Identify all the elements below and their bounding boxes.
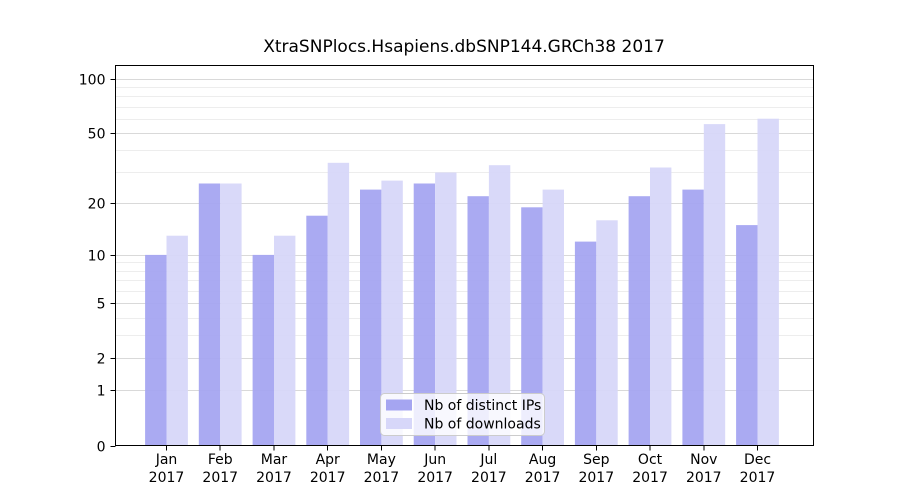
x-tick-label-month: Jan	[155, 452, 178, 468]
bar-downloads-jun	[435, 172, 457, 446]
x-tick-label-year: 2017	[632, 470, 668, 486]
bar-downloads-nov	[703, 124, 726, 446]
bar-downloads-mar	[274, 235, 296, 446]
x-tick-label-month: May	[367, 452, 396, 468]
x-tick-label-year: 2017	[578, 470, 614, 486]
bar-distinct-ips-mar	[252, 254, 274, 446]
x-tick-label-year: 2017	[149, 470, 185, 486]
bar-downloads-jul	[488, 165, 511, 446]
bar-downloads-feb	[220, 183, 242, 446]
chart-title: XtraSNPlocs.Hsapiens.dbSNP144.GRCh38 201…	[263, 37, 665, 57]
bar-distinct-ips-feb	[198, 183, 221, 446]
bar-downloads-apr	[327, 162, 350, 446]
bar-downloads-oct	[650, 167, 672, 446]
bar-distinct-ips-aug	[521, 207, 543, 446]
bar-distinct-ips-apr	[306, 215, 328, 446]
bar-downloads-aug	[542, 189, 564, 446]
y-tick-label: 10	[88, 249, 106, 265]
y-tick-label: 5	[97, 297, 106, 313]
x-tick-label-month: Aug	[529, 452, 556, 468]
y-tick-label: 50	[88, 127, 106, 143]
legend-label-distinct-ips: Nb of distinct IPs	[424, 398, 541, 414]
bar-distinct-ips-sep	[574, 241, 597, 446]
x-tick-label-month: Apr	[316, 452, 340, 468]
x-tick-label-month: Nov	[690, 452, 717, 468]
x-tick-label-month: Jun	[423, 452, 446, 468]
bar-distinct-ips-jun	[413, 183, 436, 446]
y-tick-label: 20	[88, 197, 106, 213]
x-tick-label-year: 2017	[310, 470, 346, 486]
x-tick-label-month: Mar	[261, 452, 288, 468]
x-tick-label-month: Feb	[208, 452, 233, 468]
y-tick-label: 2	[97, 352, 106, 368]
bar-distinct-ips-jul	[467, 196, 489, 446]
x-tick-label-year: 2017	[525, 470, 561, 486]
legend-swatch-distinct-ips	[386, 399, 412, 411]
bar-downloads-sep	[596, 220, 618, 446]
y-tick-label: 0	[97, 440, 106, 456]
x-tick-label-year: 2017	[256, 470, 292, 486]
legend-swatch-downloads	[386, 418, 412, 429]
x-tick-label-year: 2017	[417, 470, 453, 486]
bar-distinct-ips-dec	[736, 225, 758, 446]
x-tick-label-year: 2017	[364, 470, 400, 486]
bar-downloads-dec	[757, 118, 779, 446]
x-tick-label-year: 2017	[202, 470, 238, 486]
y-tick-label: 1	[97, 384, 106, 400]
bar-distinct-ips-nov	[682, 189, 704, 446]
bar-distinct-ips-oct	[628, 196, 650, 446]
bar-distinct-ips-jan	[145, 254, 167, 446]
legend-box	[380, 393, 545, 436]
legend-label-downloads: Nb of downloads	[424, 417, 541, 433]
legend: Nb of distinct IPs Nb of downloads	[380, 393, 545, 436]
y-tick-label: 100	[79, 73, 106, 89]
x-tick-label-month: Dec	[744, 452, 771, 468]
x-tick-label-month: Sep	[583, 452, 610, 468]
bar-downloads-jan	[166, 235, 188, 446]
x-tick-label-year: 2017	[740, 470, 776, 486]
x-tick-label-year: 2017	[471, 470, 507, 486]
bar-downloads-may	[381, 180, 403, 446]
x-tick-label-year: 2017	[686, 470, 722, 486]
x-tick-label-month: Jul	[479, 452, 497, 468]
bar-distinct-ips-may	[360, 189, 382, 446]
x-tick-label-month: Oct	[638, 452, 663, 468]
plot-area: 0 1 2 5 10 20 50 100 Jan 2017 Feb 2017 Mar 2017 Apr 201…	[79, 65, 814, 486]
